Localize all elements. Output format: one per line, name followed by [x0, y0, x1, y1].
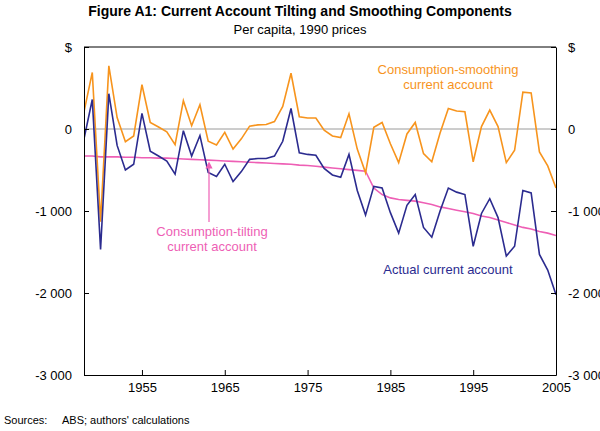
tick-label: 1965: [211, 380, 240, 395]
y-tick: -2 000: [35, 286, 89, 301]
source: ABS; authors' calculations: [62, 414, 190, 426]
x-tick: 1965: [211, 370, 240, 395]
y-axis: -3 000 -2 000 -1 000 0 $: [35, 40, 89, 383]
tick-mark: [390, 370, 391, 375]
series-label: Consumption-smoothingcurrent account: [378, 62, 519, 92]
y2-tick: -1 000: [551, 204, 600, 219]
tick-label: 2005: [542, 380, 571, 395]
y2-tick: -2 000: [551, 286, 600, 301]
tick-mark: [84, 129, 89, 130]
x-tick: 1995: [459, 370, 488, 395]
y-tick: 0: [65, 122, 89, 137]
source-label: Sources:: [4, 414, 47, 426]
y-tick: -3 000: [35, 368, 89, 383]
tick-mark: [473, 370, 474, 375]
y-tick: -1 000: [35, 204, 89, 219]
x-tick: 2005: [542, 370, 571, 395]
frame: [84, 47, 556, 48]
tick-label: 1995: [459, 380, 488, 395]
tick-mark: [84, 47, 89, 48]
tick-mark: [551, 47, 556, 48]
tick-mark: [84, 211, 89, 212]
series-label: Actual current account: [383, 262, 513, 277]
tick-label: -1 000: [568, 204, 600, 219]
series-line: [84, 66, 556, 222]
tick-mark: [308, 370, 309, 375]
tick-label: $: [65, 40, 73, 55]
y-tick: $: [65, 40, 89, 55]
tick-mark: [556, 370, 557, 375]
subtitle: Per capita, 1990 prices: [234, 22, 367, 37]
zero-line: [84, 129, 556, 130]
axis-line: [85, 375, 557, 376]
x-tick: 1975: [294, 370, 323, 395]
series-label: Consumption-tiltingcurrent account: [156, 224, 267, 254]
tick-mark: [225, 370, 226, 375]
tick-mark: [551, 211, 556, 212]
chart: Figure A1: Current Account Tilting and S…: [0, 0, 600, 431]
tick-label: 0: [568, 122, 575, 137]
tick-mark: [142, 370, 143, 375]
tick-label: -3 000: [568, 368, 600, 383]
annotation-arrow: [208, 165, 209, 222]
series-line: [84, 94, 556, 295]
tick-label: -1 000: [35, 204, 72, 219]
tick-label: -3 000: [35, 368, 72, 383]
tick-label: -2 000: [568, 286, 600, 301]
y2-tick: 0: [551, 122, 575, 137]
x-tick: 1985: [376, 370, 405, 395]
tick-label: $: [568, 40, 576, 55]
x-tick: 1955: [128, 370, 157, 395]
y2-axis: -3 000 -2 000 -1 000 0 $: [551, 40, 600, 383]
plot-area: [84, 66, 556, 295]
y2-tick: $: [551, 40, 576, 55]
x-axis: 1955 1965 1975 1985 1995 2005: [85, 370, 571, 395]
tick-label: 1955: [128, 380, 157, 395]
axis-line: [556, 48, 557, 376]
title: Figure A1: Current Account Tilting and S…: [88, 3, 512, 19]
tick-mark: [551, 129, 556, 130]
tick-label: 1985: [376, 380, 405, 395]
tick-mark: [84, 293, 89, 294]
tick-label: 0: [65, 122, 72, 137]
series-line: [84, 156, 556, 236]
tick-label: 1975: [294, 380, 323, 395]
tick-mark: [551, 293, 556, 294]
tick-label: -2 000: [35, 286, 72, 301]
